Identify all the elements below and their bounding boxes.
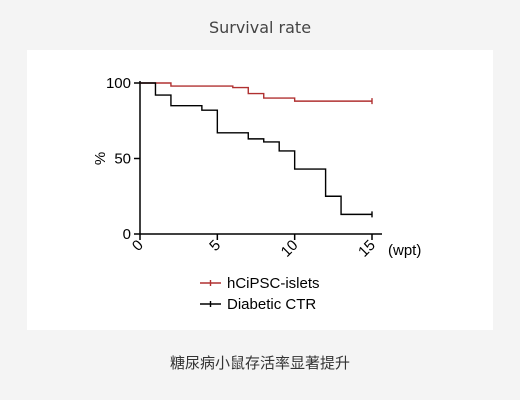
x-tick-label: 10 <box>278 237 302 261</box>
y-tick-label: 50 <box>114 151 131 168</box>
legend-label: hCiPSC-islets <box>227 275 320 292</box>
survival-chart: 0 50 100 0 5 10 15 (wpt)% hCiPSC-islets Diabetic … <box>92 75 421 313</box>
series-line-hcipsc-islets <box>140 82 372 102</box>
chart-caption: 糖尿病小鼠存活率显著提升 <box>169 354 350 372</box>
chart-card: 0 50 100 0 5 10 15 (wpt)% hCiPSC-islets Diabetic … <box>27 50 493 330</box>
x-axis-label: (wpt) <box>388 242 421 259</box>
x-tick-label: 0 <box>129 237 147 255</box>
series-line-diabetic-ctr <box>140 82 372 216</box>
legend-label: Diabetic CTR <box>227 296 316 313</box>
y-tick-label: 0 <box>123 226 131 243</box>
y-tick-label: 100 <box>106 75 131 92</box>
page-title: Survival rate <box>208 18 312 37</box>
y-axis-label: % <box>92 152 109 165</box>
x-tick-label: 15 <box>355 237 379 261</box>
x-tick-label: 5 <box>206 237 224 255</box>
